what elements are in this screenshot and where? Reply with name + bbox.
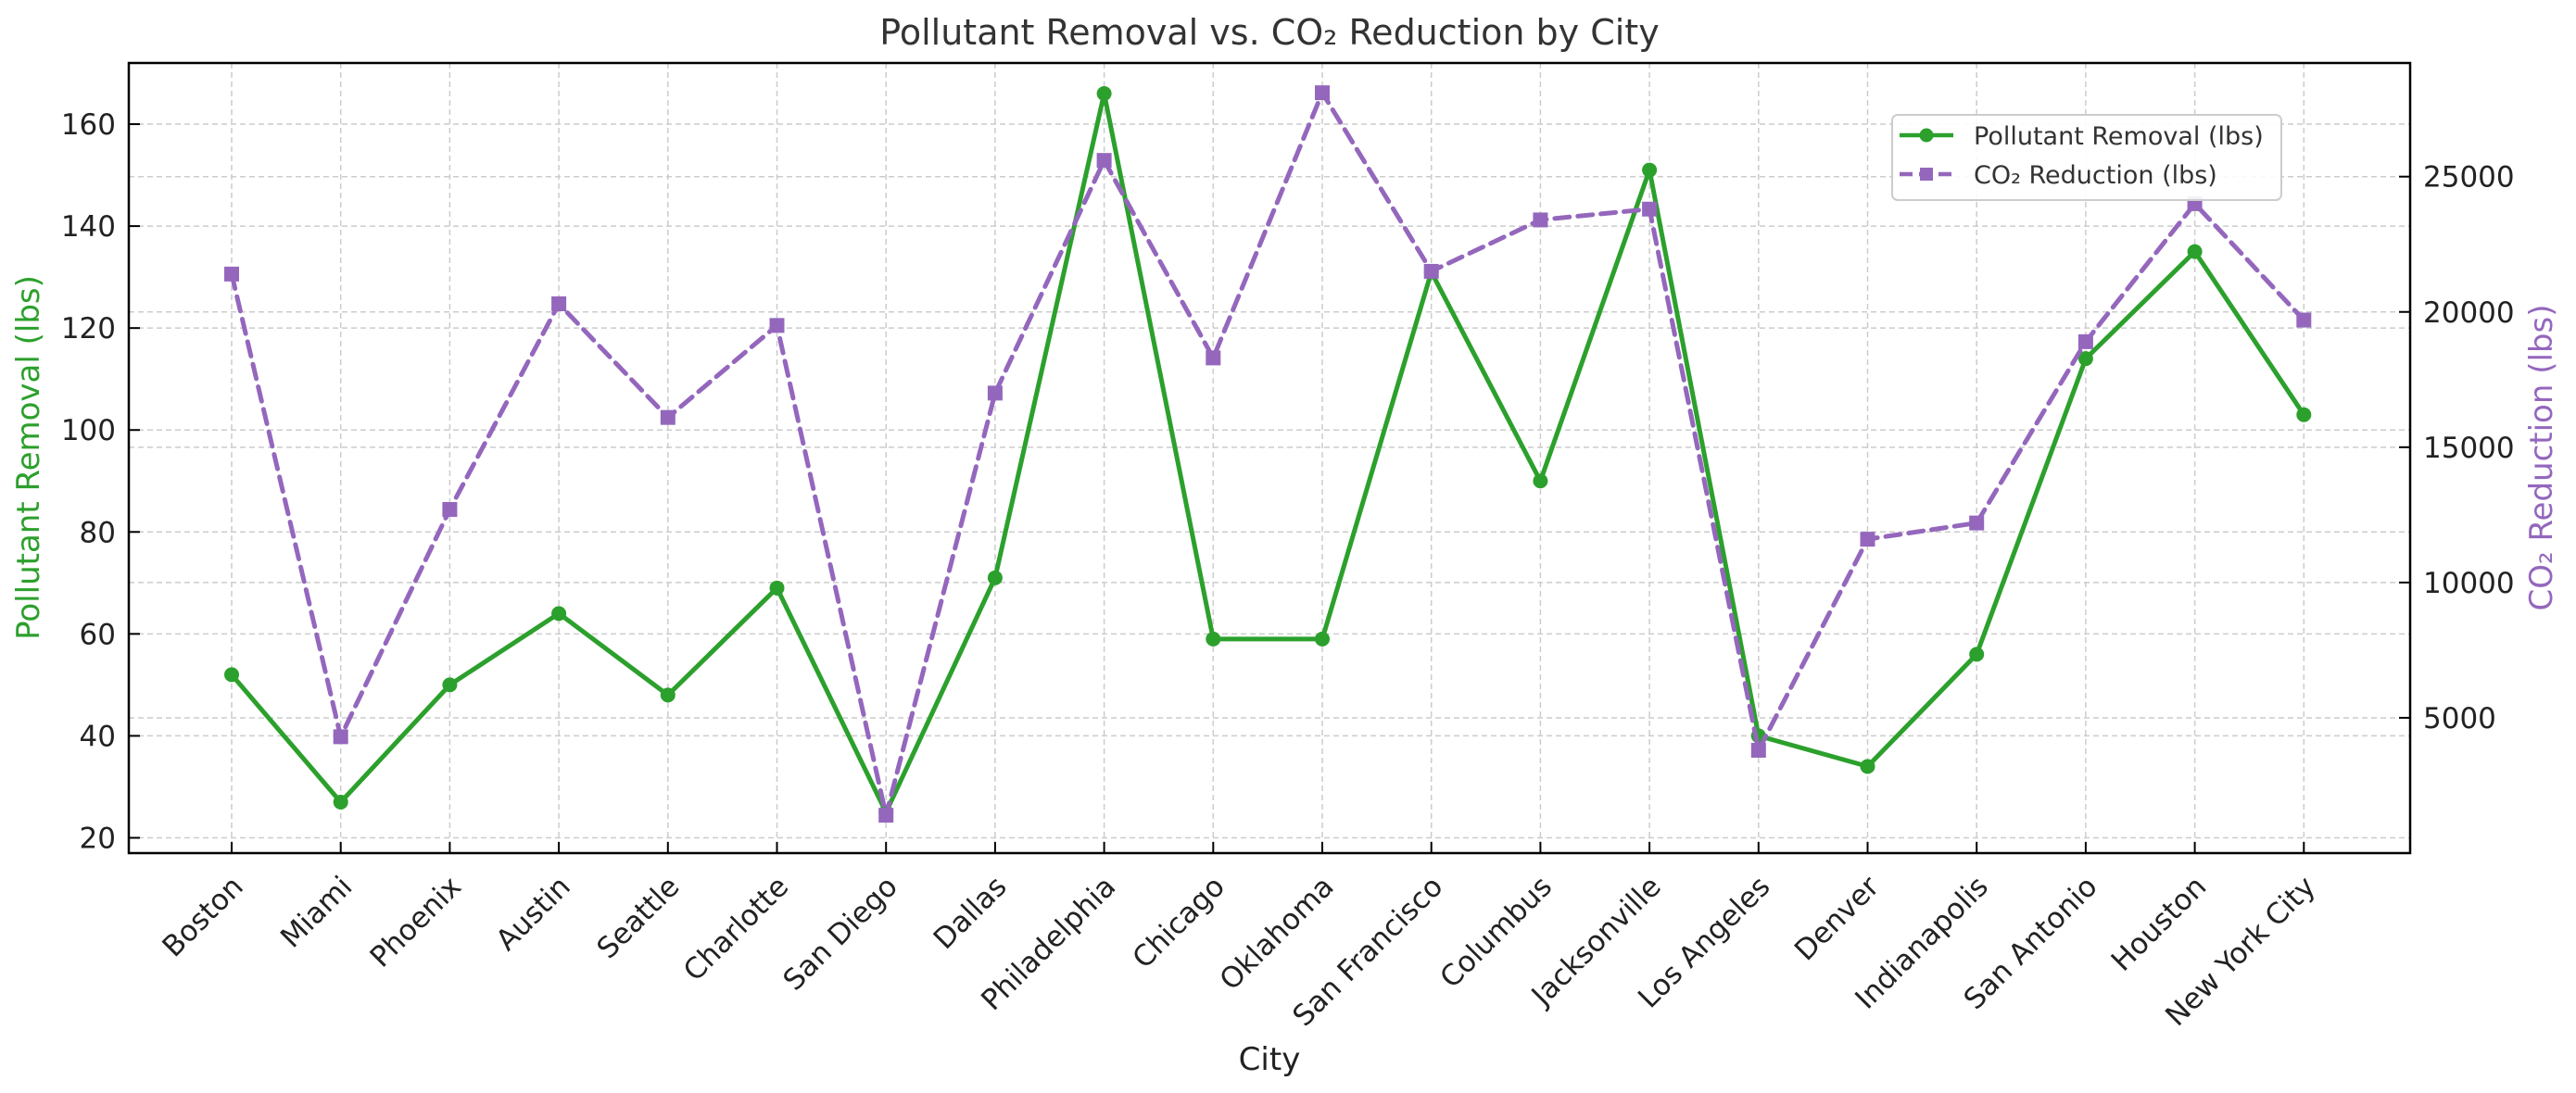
y-right-tick-label: 15000 <box>2423 432 2515 465</box>
data-point-co2 <box>2296 312 2312 328</box>
data-point-pollutant <box>1315 631 1330 647</box>
data-point-pollutant <box>2187 244 2203 259</box>
data-point-co2 <box>1315 85 1330 101</box>
y-right-axis-title: CO₂ Reduction (lbs) <box>2523 305 2560 611</box>
legend-marker-pollutant <box>1919 128 1934 143</box>
legend-box <box>1891 114 2282 201</box>
data-point-pollutant <box>551 606 567 622</box>
data-point-co2 <box>333 729 348 745</box>
series-layer <box>224 85 2312 823</box>
data-point-co2 <box>551 295 567 311</box>
data-point-pollutant <box>1642 162 1658 178</box>
data-point-co2 <box>442 502 458 518</box>
data-point-co2 <box>1423 263 1439 279</box>
legend-label-co2: CO₂ Reduction (lbs) <box>1974 161 2217 190</box>
y-left-tick-label: 140 <box>61 210 116 244</box>
legend-marker-co2 <box>1920 168 1933 181</box>
data-point-pollutant <box>1206 631 1221 647</box>
data-point-pollutant <box>442 677 458 693</box>
y-right-tick-label: 25000 <box>2423 161 2515 195</box>
data-point-co2 <box>1860 532 1875 547</box>
data-point-pollutant <box>660 687 676 703</box>
data-point-co2 <box>224 266 239 282</box>
data-point-co2 <box>1096 153 1112 169</box>
data-point-co2 <box>987 385 1003 401</box>
legend: Pollutant Removal (lbs) CO₂ Reduction (l… <box>1891 114 2282 201</box>
data-point-co2 <box>878 808 894 823</box>
data-point-co2 <box>1533 212 1548 228</box>
data-point-co2 <box>1642 201 1658 217</box>
legend-label-pollutant: Pollutant Removal (lbs) <box>1974 122 2264 151</box>
y-right-tick-label: 20000 <box>2423 296 2515 330</box>
chart-title: Pollutant Removal vs. CO₂ Reduction by C… <box>879 12 1659 53</box>
series-line-pollutant <box>229 91 2306 815</box>
y-left-tick-label: 80 <box>80 516 116 549</box>
data-point-pollutant <box>333 794 348 810</box>
plot-frame <box>127 61 2412 855</box>
data-point-co2 <box>2077 333 2093 349</box>
data-point-pollutant <box>1096 86 1112 102</box>
y-left-axis-title: Pollutant Removal (lbs) <box>10 275 47 640</box>
data-point-pollutant <box>2077 351 2093 367</box>
y-left-tick-label: 40 <box>80 720 116 753</box>
data-point-pollutant <box>1533 473 1548 489</box>
x-axis-title: City <box>1239 1041 1301 1078</box>
data-point-pollutant <box>1969 647 1985 662</box>
y-left-tick-label: 20 <box>80 822 116 855</box>
series-line-co2 <box>229 90 2306 818</box>
data-point-co2 <box>1750 742 1766 758</box>
data-point-pollutant <box>1860 759 1875 774</box>
y-right-tick-label: 10000 <box>2423 567 2515 600</box>
data-point-co2 <box>769 318 785 333</box>
data-point-pollutant <box>769 580 785 596</box>
data-point-co2 <box>1206 350 1221 366</box>
y-left-tick-label: 100 <box>61 414 116 447</box>
data-point-pollutant <box>2296 407 2312 422</box>
data-point-co2 <box>1969 515 1985 531</box>
y-left-tick-label: 120 <box>61 312 116 345</box>
data-point-pollutant <box>224 667 239 683</box>
y-left-tick-label: 160 <box>61 108 116 142</box>
data-point-pollutant <box>987 570 1003 585</box>
y-left-tick-label: 60 <box>80 618 116 651</box>
y-right-tick-label: 5000 <box>2423 702 2496 735</box>
data-point-co2 <box>660 409 676 425</box>
